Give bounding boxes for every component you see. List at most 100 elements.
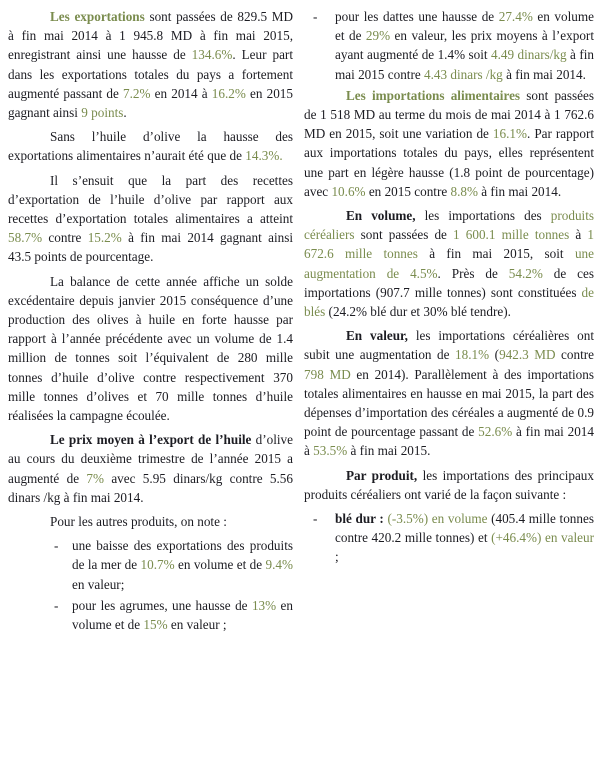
text-segment: . Par rapport aux importations totales d… [304,126,594,199]
paragraph: En valeur, les importations céréalières … [304,326,594,460]
text-segment: (405.4 mille tonnes contre 420.2 mille t… [335,511,594,546]
text-segment: avec 5.95 dinars/kg contre 5.56 dinars /… [8,470,293,505]
text-segment: Par produit, [346,467,418,483]
text-segment: les importations céréalières ont subit u… [304,328,595,363]
paragraph: En volume, les importations des produits… [304,206,594,321]
text-segment: Pour les autres produits, on note : [50,514,227,530]
text-segment: en 2015 gagnant ainsi [8,85,293,121]
text-segment: La balance de cette année affiche un sol… [8,273,293,424]
text-segment: En volume, [346,208,416,224]
text-segment: 134.6% [191,47,233,63]
text-segment: en valeur ; [167,617,227,633]
bullet-text: une baisse des exportations des produits… [72,538,293,591]
bullet-text: blé dur : (-3.5%) en volume (405.4 mille… [335,511,594,564]
text-segment: ( [489,347,500,363]
paragraph: Par produit, les importations des princi… [304,466,594,504]
paragraph: La balance de cette année affiche un sol… [8,272,293,426]
text-segment: . Leur part dans les exportations totale… [8,47,293,101]
text-segment: produits céréaliers [304,208,594,243]
text-segment: à fin mai 2015, soit [417,246,575,262]
paragraph: Pour les autres produits, on note : [8,512,293,531]
text-segment: contre [555,347,594,363]
text-segment: 798 MD [304,366,351,382]
text-segment: 4.43 dinars /kg [424,66,503,82]
text-segment: 13% [251,597,277,613]
text-segment: 1 672.6 mille tonnes [304,227,594,262]
text-segment: Le prix moyen à l’export de l’huile [50,432,252,448]
text-segment: 8.8% [450,183,478,199]
text-segment: 18.1% [455,347,490,363]
text-segment: Les exportations [50,9,145,24]
bullet-dash: - [313,9,318,24]
bullet-text: pour les agrumes, une hausse de 13% en v… [72,598,293,632]
text-segment: 16.1% [492,126,527,142]
text-segment: les importations des principaux produits… [304,467,594,502]
text-segment: contre [42,230,88,246]
text-segment: (+46.4%) en valeur [491,530,594,546]
text-segment: Il s’ensuit que la part des recettes d’e… [8,172,293,227]
text-segment: à fin mai 2014 à [304,424,594,459]
text-segment: (24.2% blé dur et 30% blé tendre). [325,304,511,320]
bullet-dash: - [54,538,59,554]
column-right: - pour les dattes une hausse de 27.4% en … [304,7,594,763]
text-segment: (-3.5%) en volume [387,511,488,527]
bullet-text: pour les dattes une hausse de 27.4% en v… [335,9,594,82]
paragraph: Il s’ensuit que la part des recettes d’e… [8,171,293,267]
text-segment: une baisse des exportations des produits… [72,538,293,573]
text-segment: sont passées de 829.5 MD à fin mai 2014 … [8,9,293,63]
text-segment: en 2014 à [150,85,212,101]
text-segment: 10.7% [140,557,175,573]
text-segment: en volume et de [174,557,266,573]
text-segment: sont passées de [354,227,454,243]
text-segment: 54.2% [508,265,543,281]
text-segment: 14.3%. [245,148,283,164]
text-segment: 29% [365,28,391,44]
text-segment: 27.4% [498,9,533,24]
text-segment: de blés [304,284,594,320]
text-segment: une augmentation de 4.5% [304,246,594,281]
text-segment: 10.6% [331,183,366,199]
text-segment: 942.3 MD [499,347,556,363]
text-segment: à fin mai 2014 gagnant ainsi 43.5 points… [8,230,294,265]
text-segment: en volume et de [335,9,594,44]
text-segment: 52.6% [478,424,513,440]
text-segment: de ces importations (907.7 mille tonnes)… [304,265,594,300]
paragraph: Le prix moyen à l’export de l’huile d’ol… [8,430,293,507]
text-segment: Les importations alimentaires [346,87,521,103]
text-segment: pour les dattes une hausse de [335,9,499,24]
text-segment: pour les agrumes, une hausse de [72,597,252,613]
paragraph: Sans l’huile d’olive la hausse des expor… [8,127,293,165]
text-segment: à fin mai 2015 contre [335,47,594,82]
text-segment: en volume et de [72,597,293,633]
text-segment: 58.7% [8,230,43,246]
text-segment: Sans l’huile d’olive la hausse des expor… [8,129,293,164]
text-segment: 7% [86,470,104,486]
paragraph: Les exportations sont passées de 829.5 M… [8,7,293,122]
text-segment: 7.2% [123,85,151,101]
bullet-dash: - [313,511,318,527]
text-segment: . [123,105,127,121]
text-segment: 9 points [81,105,124,121]
text-segment: à [569,227,588,243]
text-segment: ; [335,549,339,565]
bullet-item: - pour les dattes une hausse de 27.4% en … [304,7,594,84]
column-left: Les exportations sont passées de 829.5 M… [8,7,293,763]
text-segment: . Près de [437,265,509,281]
text-segment: 16.2% [211,85,246,101]
bullet-item: - pour les agrumes, une hausse de 13% en … [8,596,293,634]
text-segment: à fin mai 2014. [477,183,562,199]
text-segment: 1 600.1 mille tonnes [453,227,570,243]
bullet-item: - une baisse des exportations des produit… [8,536,293,594]
text-segment: 15.2% [87,230,122,246]
text-segment: En valeur, [346,328,408,344]
bullet-item: - blé dur : (-3.5%) en volume (405.4 mill… [304,509,594,567]
text-segment: à fin mai 2015. [347,443,431,459]
text-segment: 4.49 dinars/kg [491,47,567,63]
bullet-dash: - [54,597,59,613]
text-segment: les importations des [415,208,551,224]
text-segment: 9.4% [265,557,294,573]
text-segment: d’olive au cours du deuxième trimestre d… [8,432,293,486]
paragraph: Les importations alimentaires sont passé… [304,86,594,201]
text-segment: en 2015 contre [365,183,451,199]
